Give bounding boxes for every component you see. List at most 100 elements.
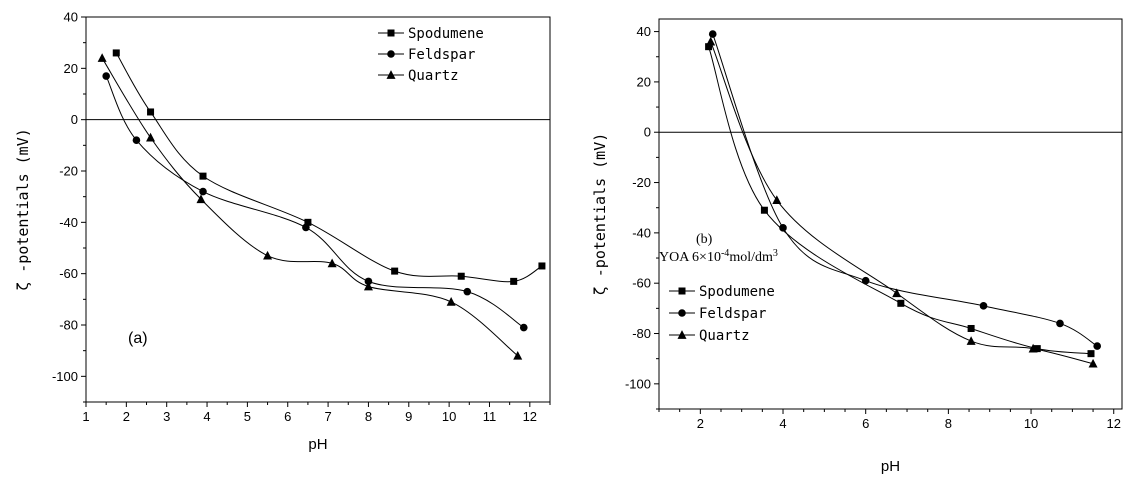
legend-square-marker xyxy=(678,287,686,295)
feldspar-point xyxy=(519,323,528,332)
y-tick-label: -100 xyxy=(52,369,78,384)
feldspar-point xyxy=(199,187,207,196)
spodumene-point xyxy=(897,299,905,307)
quartz-point xyxy=(1028,343,1038,353)
legend-entry: Spodumene xyxy=(699,284,775,300)
quartz-curve xyxy=(710,41,1094,365)
feldspar-point xyxy=(708,30,717,38)
y-tick-label: 20 xyxy=(64,61,78,76)
condition-condition_text: YOA 6×10 xyxy=(659,250,721,265)
legend-square-marker xyxy=(387,29,395,37)
panel-label: (b) xyxy=(696,232,713,247)
legend-triangle-marker xyxy=(386,70,396,79)
x-axis-title: pH xyxy=(308,436,327,453)
quartz-point xyxy=(263,250,273,260)
feldspar-point xyxy=(779,224,787,232)
y-tick-label: -100 xyxy=(625,376,651,391)
x-tick-label: 10 xyxy=(442,409,456,424)
series-spodumene xyxy=(705,43,1095,358)
feldspar-point xyxy=(132,136,141,144)
feldspar-point xyxy=(463,287,472,296)
x-tick-label: 6 xyxy=(284,409,291,424)
quartz-point xyxy=(513,350,523,360)
feldspar-point xyxy=(102,72,110,80)
spodumene-point xyxy=(147,108,155,116)
y-tick-label: 0 xyxy=(71,112,78,127)
quartz-point xyxy=(966,336,976,345)
condition-condition_unit: mol/dm xyxy=(729,250,773,265)
spodumene-point xyxy=(538,262,546,270)
x-tick-label: 6 xyxy=(862,416,869,431)
y-axis-title: ζ -potentials (mV) xyxy=(591,133,609,296)
y-axis-title: ζ -potentials (mV) xyxy=(14,128,32,291)
y-tick-label: 20 xyxy=(637,74,651,89)
spodumene-point xyxy=(1087,350,1095,358)
series-quartz xyxy=(706,36,1098,368)
x-tick-label: 4 xyxy=(203,409,210,424)
y-tick-label: 40 xyxy=(64,10,78,25)
series-feldspar xyxy=(102,72,528,332)
condition-condition_sup: -4 xyxy=(721,248,729,259)
chart-panel-b: 2 4 6 8 10 12 40 20 0 -20 -40 -60 -80 -100 pH ζ -potent… xyxy=(591,18,1123,475)
y-tick-label: 0 xyxy=(644,125,651,140)
y-tick-label: -60 xyxy=(632,276,651,291)
x-tick-label: 10 xyxy=(1024,416,1038,431)
spodumene-point xyxy=(760,206,768,214)
spodumene-point xyxy=(705,43,713,51)
y-tick-label: -20 xyxy=(632,175,651,190)
x-tick-label: 4 xyxy=(779,416,786,431)
spodumene-point xyxy=(457,272,465,280)
x-tick-label: 3 xyxy=(163,409,170,424)
spodumene-point xyxy=(112,49,120,57)
legend-entry: Feldspar xyxy=(408,47,475,63)
spodumene-point xyxy=(967,324,975,332)
y-tick-label: -60 xyxy=(59,266,78,281)
spodumene-point xyxy=(304,218,312,226)
x-tick-label: 12 xyxy=(1106,416,1120,431)
spodumene-point xyxy=(510,277,518,285)
feldspar-curve xyxy=(105,75,525,328)
feldspar-point xyxy=(979,302,988,310)
legend-entry: Spodumene xyxy=(408,26,484,42)
spodumene-point xyxy=(391,267,399,275)
quartz-point xyxy=(146,132,156,142)
quartz-point xyxy=(327,258,337,268)
legend: Spodumene Feldspar Quartz xyxy=(669,284,775,344)
condition-label: YOA 6×10-4mol/dm3 xyxy=(659,248,778,265)
x-tick-label: 5 xyxy=(244,409,251,424)
legend-triangle-marker xyxy=(677,330,687,339)
feldspar-point xyxy=(1093,342,1101,350)
feldspar-point xyxy=(1056,319,1064,328)
y-tick-label: -80 xyxy=(59,318,78,333)
x-tick-label: 12 xyxy=(523,409,537,424)
series-feldspar xyxy=(708,30,1101,350)
series-spodumene xyxy=(112,49,546,285)
x-axis-title: pH xyxy=(881,458,900,475)
legend-entry: Quartz xyxy=(699,328,750,344)
legend-entry: Feldspar xyxy=(699,306,766,322)
spodumene-curve xyxy=(115,52,543,283)
feldspar-point xyxy=(364,277,373,286)
quartz-point xyxy=(196,194,206,204)
chart-panel-a: 1 2 3 4 5 6 7 8 9 10 11 1240200-20-40-60-80-100pHζ … xyxy=(14,10,551,453)
feldspar-point xyxy=(302,223,310,232)
quartz-point xyxy=(1088,358,1098,368)
x-tick-label: 11 xyxy=(483,409,497,424)
quartz-point xyxy=(772,195,782,205)
quartz-point xyxy=(363,281,373,291)
feldspar-point xyxy=(861,276,870,285)
plot-frame xyxy=(85,16,551,403)
y-tick-label: -20 xyxy=(59,164,78,179)
quartz-point xyxy=(706,36,716,46)
quartz-curve xyxy=(101,57,519,357)
spodumene-point xyxy=(199,172,207,180)
legend-entry: Quartz xyxy=(408,68,459,84)
legend: Spodumene Feldspar Quartz xyxy=(378,26,484,84)
panel-label: (a) xyxy=(128,330,148,347)
condition-condition_sup2: 3 xyxy=(773,248,778,259)
legend-circle-marker xyxy=(387,50,395,58)
series-quartz xyxy=(97,53,523,360)
spodumene-point xyxy=(1033,345,1041,353)
plot-frame xyxy=(658,18,1123,410)
